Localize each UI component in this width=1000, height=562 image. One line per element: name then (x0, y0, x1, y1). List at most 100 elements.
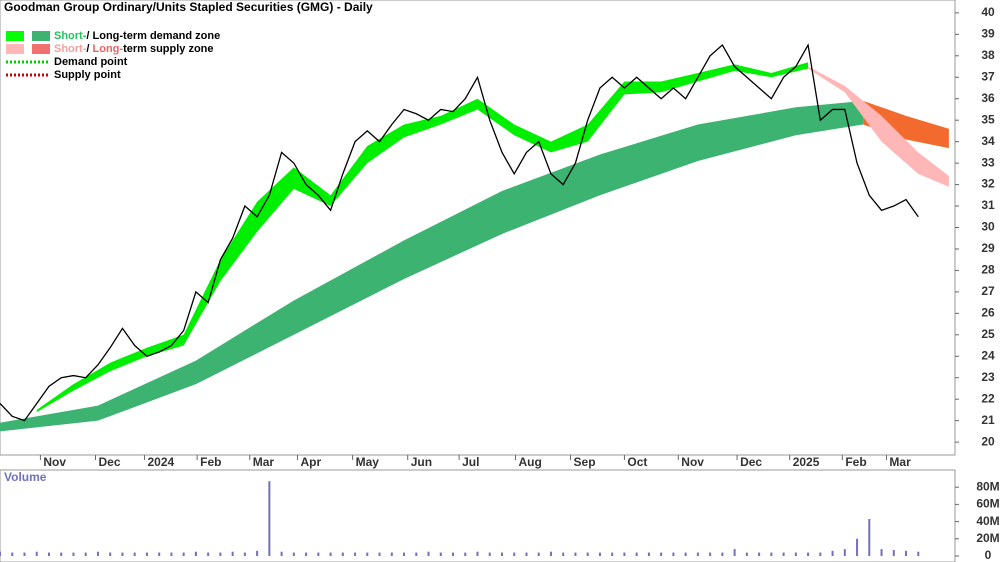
volume-bar (782, 552, 785, 556)
x-tick-label: Feb (200, 455, 221, 469)
volume-bar (880, 549, 883, 556)
legend-swatch (6, 31, 24, 41)
volume-bar (378, 552, 381, 556)
x-tick-label: Nov (681, 455, 704, 469)
volume-bar (611, 552, 614, 556)
x-tick-label: 2025 (793, 455, 820, 469)
y-tick-label: 39 (981, 27, 995, 41)
x-tick-label: Jun (411, 455, 432, 469)
volume-bar (341, 552, 344, 556)
y-tick-label: 22 (981, 391, 995, 405)
y-tick-label: 23 (981, 370, 995, 384)
volume-bar (807, 552, 810, 556)
y-tick-label: 27 (981, 284, 995, 298)
volume-bar (905, 550, 908, 556)
volume-bar (280, 551, 283, 556)
volume-bar (219, 552, 222, 556)
volume-bar (476, 551, 479, 556)
legend-swatch (6, 44, 24, 54)
x-tick-label: Feb (845, 455, 866, 469)
y-tick-label: 29 (981, 241, 995, 255)
volume-bar (427, 551, 430, 556)
volume-bar (403, 552, 406, 556)
volume-bar (329, 552, 332, 556)
volume-bar (892, 549, 895, 556)
volume-bar (794, 552, 797, 556)
volume-bar (598, 552, 601, 556)
volume-bar (366, 552, 369, 556)
volume-bar (464, 552, 467, 556)
volume-bar (856, 538, 859, 556)
legend-text: Short- (54, 30, 87, 42)
volume-bar (770, 552, 773, 556)
volume-bar (819, 552, 822, 556)
x-tick-label: Dec (99, 455, 121, 469)
volume-bar (574, 552, 577, 556)
price-line (0, 43, 919, 422)
x-tick-label: Sep (574, 455, 596, 469)
y-tick-label: 24 (981, 348, 995, 362)
y-tick-label: 32 (981, 177, 995, 191)
volume-bar (549, 551, 552, 556)
legend-swatch (32, 44, 50, 54)
legend-label: Short-/ Long-term supply zone (54, 43, 214, 55)
y-tick-label: 28 (981, 263, 995, 277)
volume-bar (831, 550, 834, 556)
y-tick-label: 40M (976, 514, 999, 528)
volume-bar (390, 552, 393, 556)
volume-bar (243, 552, 246, 556)
y-tick-label: 40 (981, 5, 995, 19)
volume-bar (292, 552, 295, 556)
volume-bar (109, 552, 112, 556)
legend-label: Short-/ Long-term demand zone (54, 30, 220, 42)
volume-bar (354, 552, 357, 556)
volume-bar (194, 551, 197, 556)
x-tick-label: Oct (627, 455, 647, 469)
volume-bar (660, 552, 663, 556)
x-tick-label: Mar (253, 455, 275, 469)
x-tick-label: Jul (462, 455, 479, 469)
zone (808, 66, 949, 187)
volume-bar (843, 549, 846, 556)
x-tick-label: May (356, 455, 380, 469)
volume-bar (60, 552, 63, 556)
volume-bar (207, 552, 210, 556)
legend-text: Supply point (54, 69, 121, 81)
volume-bar (745, 552, 748, 556)
legend-swatch (32, 31, 50, 41)
volume-bar (733, 549, 736, 556)
volume-bar (488, 552, 491, 556)
zone (863, 100, 949, 149)
volume-bar (513, 552, 516, 556)
y-tick-label: 21 (981, 413, 995, 427)
volume-bar (758, 552, 761, 556)
x-tick-label: Mar (889, 455, 911, 469)
y-tick-label: 20 (981, 434, 995, 448)
y-tick-label: 37 (981, 69, 995, 83)
volume-bar (11, 552, 14, 556)
volume-bar (133, 552, 136, 556)
volume-bar (121, 552, 124, 556)
volume-bar (158, 552, 161, 556)
x-tick-label: Apr (301, 455, 322, 469)
legend-text: / Long-term demand zone (86, 30, 220, 42)
volume-bar (256, 550, 259, 556)
y-tick-label: 26 (981, 306, 995, 320)
volume-bar (268, 481, 271, 556)
volume-bar (84, 552, 87, 556)
volume-bar (635, 552, 638, 556)
zone (0, 100, 864, 432)
legend-label: Supply point (54, 69, 121, 81)
x-tick-label: Nov (43, 455, 66, 469)
volume-bar (170, 552, 173, 556)
volume-bar (647, 552, 650, 556)
y-tick-label: 30 (981, 220, 995, 234)
volume-bar (525, 552, 528, 556)
volume-bar (72, 552, 75, 556)
volume-title: Volume (4, 470, 47, 484)
y-tick-label: 20M (976, 531, 999, 545)
y-tick-label: 35 (981, 112, 995, 126)
x-tick-label: 2024 (147, 455, 174, 469)
